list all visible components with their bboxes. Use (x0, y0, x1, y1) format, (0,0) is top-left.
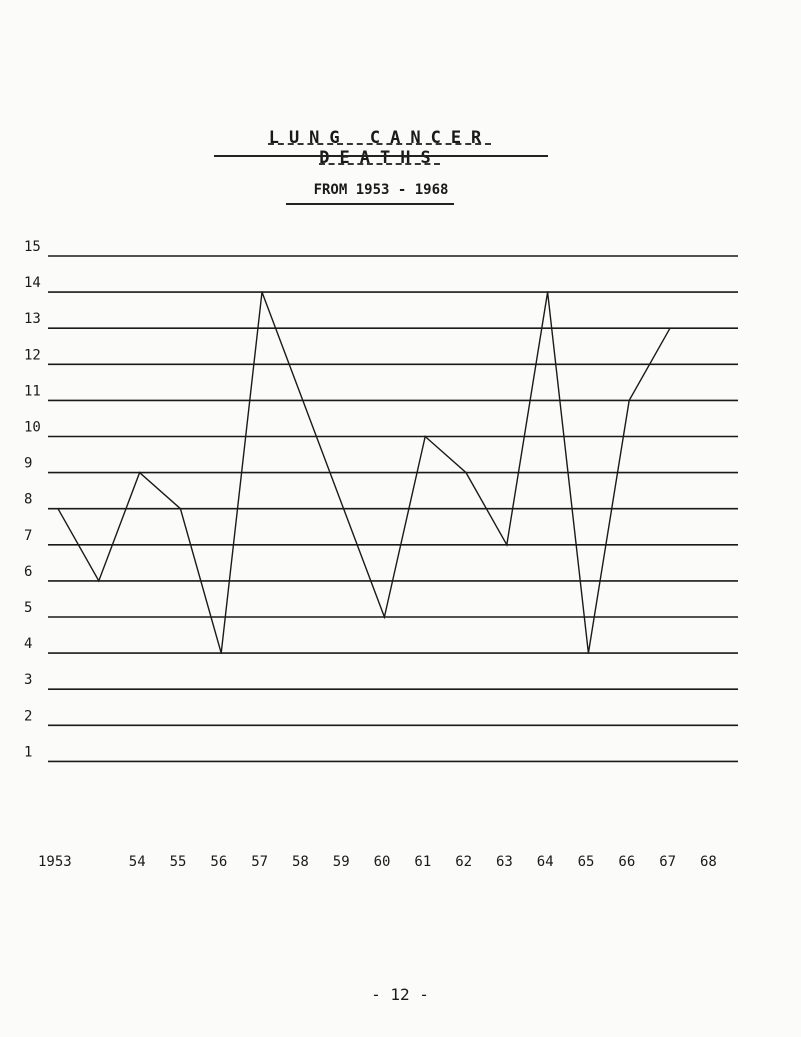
y-tick-label: 12 (24, 347, 41, 363)
x-tick-label: 57 (251, 854, 268, 870)
x-tick-label: 65 (578, 854, 595, 870)
y-tick-label: 7 (24, 528, 32, 544)
x-tick-label: 63 (496, 854, 513, 870)
data-point-1955 (138, 471, 141, 474)
data-point-1966 (587, 652, 590, 654)
data-point-1964 (506, 544, 508, 546)
x-tick-label: 67 (659, 854, 676, 870)
page-number: - 12 - (371, 985, 429, 1004)
horizontal-grid-lines (48, 255, 738, 763)
y-tick-label: 5 (24, 600, 32, 616)
data-point-1958 (261, 291, 263, 293)
series-line-0 (57, 291, 671, 654)
data-point-1954 (98, 580, 100, 582)
y-tick-label: 11 (24, 383, 41, 399)
y-tick-label: 9 (24, 456, 32, 472)
y-tick-label: 10 (24, 420, 41, 436)
x-tick-label: 56 (210, 854, 227, 870)
y-axis-tick-labels: 15 14 13 12 11 10 9 8 7 6 5 4 3 2 1 (24, 239, 41, 760)
x-tick-label: 55 (170, 854, 187, 870)
data-point-1967 (628, 399, 630, 402)
y-tick-label: 15 (24, 239, 41, 255)
x-tick-label: 54 (129, 854, 146, 870)
y-tick-label: 4 (24, 636, 32, 652)
x-tick-label: 59 (333, 854, 350, 870)
x-tick-label: 62 (455, 854, 472, 870)
y-tick-label: 1 (24, 744, 32, 760)
x-tick-label: 64 (537, 854, 554, 870)
data-series (57, 291, 671, 654)
chart-subtitle: FROM 1953 - 1968 (313, 182, 449, 198)
data-point-1965 (546, 291, 549, 293)
data-point-1961 (383, 616, 386, 618)
x-axis-tick-labels: 1953 54 55 56 57 58 59 60 61 62 63 64 65 66 67 68 (38, 854, 717, 870)
y-tick-label: 8 (24, 492, 32, 508)
y-tick-label: 3 (24, 672, 32, 688)
data-point-1963 (465, 471, 467, 474)
y-tick-label: 13 (24, 311, 41, 327)
data-point-1959 (302, 399, 304, 402)
data-point-1960 (342, 507, 345, 510)
data-point-1968 (669, 327, 671, 330)
x-tick-label: 61 (414, 854, 431, 870)
data-point-1957 (220, 652, 222, 654)
data-point-1956 (179, 507, 182, 510)
title-underline (214, 155, 548, 157)
x-tick-label: 60 (374, 854, 391, 870)
y-tick-label: 2 (24, 708, 32, 724)
x-tick-label: 58 (292, 854, 309, 870)
x-tick-label: 66 (618, 854, 635, 870)
x-tick-label: 1953 (38, 854, 72, 870)
data-point-1962 (424, 435, 427, 438)
x-tick-label: 68 (700, 854, 717, 870)
subtitle-underline (286, 203, 454, 205)
data-point-1953 (57, 507, 59, 510)
y-tick-label: 6 (24, 564, 32, 580)
chart-title: LUNG CANCER DEATHS (268, 128, 492, 168)
y-tick-label: 14 (24, 275, 41, 291)
